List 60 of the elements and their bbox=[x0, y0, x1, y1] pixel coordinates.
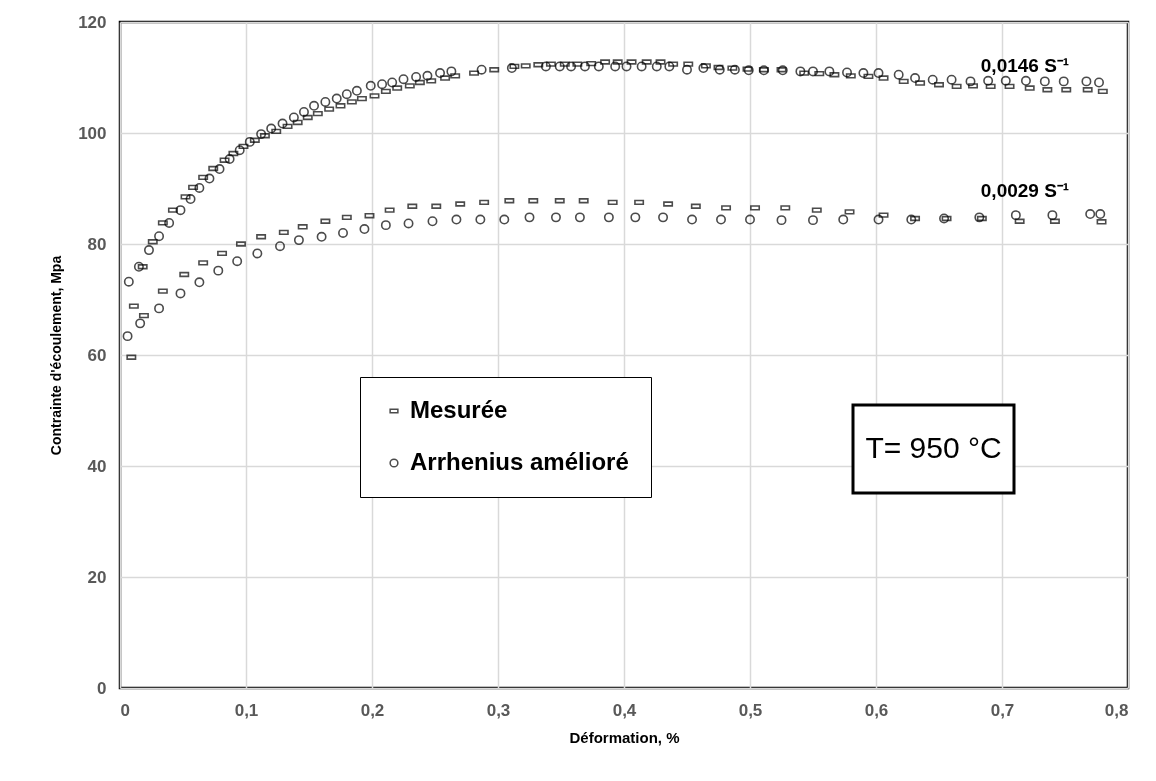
y-tick-label: 20 bbox=[87, 567, 107, 587]
x-tick-label: 0,5 bbox=[738, 700, 763, 720]
y-axis-title: Contrainte d'écoulement, Mpa bbox=[48, 255, 65, 456]
point bbox=[550, 212, 561, 223]
y-tick-label: 60 bbox=[87, 345, 107, 365]
point bbox=[630, 212, 641, 223]
point bbox=[687, 214, 698, 225]
point bbox=[745, 214, 755, 225]
y-tick-label: 40 bbox=[87, 456, 107, 476]
point bbox=[154, 303, 165, 314]
annotation: 0,0146 S⁻¹ bbox=[980, 55, 1070, 76]
point bbox=[776, 215, 787, 226]
point bbox=[135, 318, 146, 329]
point bbox=[603, 212, 614, 223]
point bbox=[838, 214, 849, 225]
point bbox=[1095, 209, 1106, 219]
point bbox=[232, 256, 243, 267]
point bbox=[716, 214, 726, 225]
point bbox=[658, 212, 669, 223]
point bbox=[873, 214, 884, 225]
legend-label: Mesurée bbox=[410, 396, 508, 423]
point bbox=[1010, 210, 1021, 221]
point bbox=[499, 214, 510, 225]
x-tick-label: 0,1 bbox=[234, 700, 259, 720]
x-tick-label: 0,6 bbox=[864, 700, 889, 720]
x-tick-label: 0,8 bbox=[1104, 700, 1129, 720]
point bbox=[316, 231, 327, 242]
y-tick-label: 0 bbox=[97, 678, 107, 698]
point bbox=[122, 331, 133, 342]
point bbox=[380, 220, 391, 231]
point bbox=[175, 288, 186, 299]
point bbox=[252, 248, 263, 259]
y-tick-label: 100 bbox=[78, 123, 107, 143]
x-tick-label: 0,4 bbox=[612, 700, 637, 720]
point bbox=[451, 214, 462, 225]
y-tick-label: 80 bbox=[87, 234, 107, 254]
point bbox=[524, 212, 535, 223]
point bbox=[275, 241, 285, 252]
point bbox=[574, 212, 585, 223]
legend-label: Arrhenius amélioré bbox=[410, 448, 629, 475]
point bbox=[906, 214, 917, 225]
annotation: T= 950 °C bbox=[865, 431, 1002, 464]
point bbox=[194, 277, 205, 288]
annotation: 0,0029 S⁻¹ bbox=[980, 180, 1070, 201]
point bbox=[293, 235, 304, 246]
point bbox=[338, 227, 348, 238]
point bbox=[359, 224, 370, 234]
x-tick-label: 0,3 bbox=[486, 700, 511, 720]
point bbox=[213, 265, 224, 276]
point bbox=[427, 216, 438, 227]
point bbox=[808, 215, 818, 226]
x-tick-label: 0 bbox=[120, 700, 130, 720]
point bbox=[1047, 210, 1058, 221]
x-axis-title: Déformation, % bbox=[569, 728, 680, 746]
y-tick-label: 120 bbox=[78, 12, 107, 32]
x-tick-label: 0,2 bbox=[360, 700, 385, 720]
point bbox=[475, 214, 486, 225]
point bbox=[1085, 209, 1096, 219]
point bbox=[403, 218, 414, 229]
x-tick-label: 0,7 bbox=[990, 700, 1015, 720]
